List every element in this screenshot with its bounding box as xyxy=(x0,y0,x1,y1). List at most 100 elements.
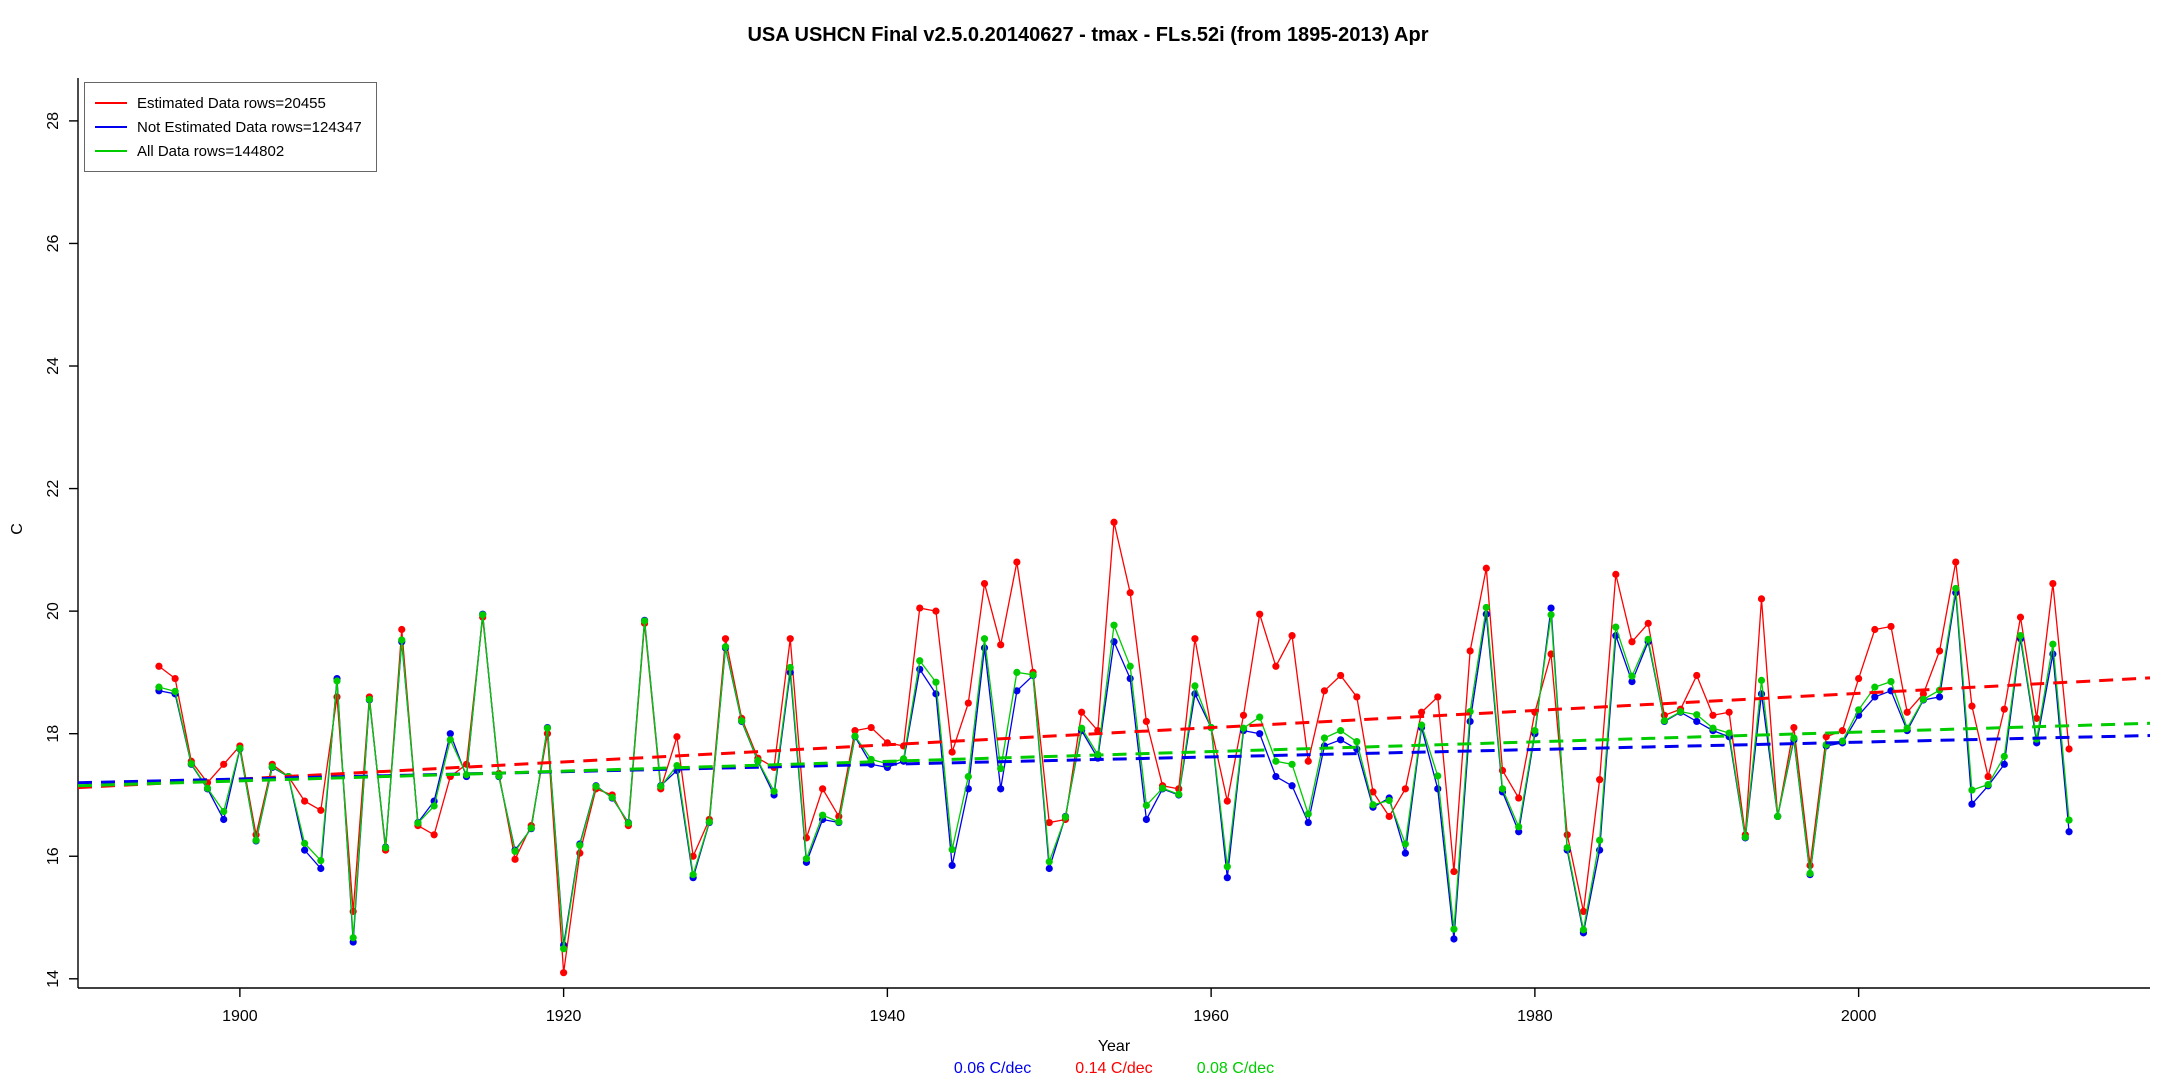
series-point-2 xyxy=(1223,863,1231,871)
series-point-1 xyxy=(916,665,924,673)
series-point-2 xyxy=(1482,603,1490,612)
series-point-0 xyxy=(997,641,1005,649)
x-tick-label: 1960 xyxy=(1193,1008,1229,1025)
legend-item-0: Estimated Data rows=20455 xyxy=(95,91,362,115)
x-axis-title: Year xyxy=(1097,1038,1131,1055)
series-point-2 xyxy=(657,782,665,790)
series-point-0 xyxy=(560,969,568,977)
series-point-0 xyxy=(867,723,875,732)
legend-label: Estimated Data rows=20455 xyxy=(137,94,326,112)
x-tick-label: 1900 xyxy=(222,1008,258,1025)
series-point-2 xyxy=(1547,611,1555,619)
series-point-0 xyxy=(2016,613,2025,621)
series-point-0 xyxy=(1288,632,1296,640)
x-tick-label: 2000 xyxy=(1841,1008,1877,1025)
series-point-1 xyxy=(1142,815,1150,824)
series-point-0 xyxy=(1968,702,1976,710)
series-point-0 xyxy=(980,579,989,588)
series-point-0 xyxy=(1984,772,1992,781)
series-point-0 xyxy=(333,693,341,701)
series-point-2 xyxy=(1871,683,1879,691)
series-point-1 xyxy=(1288,782,1296,790)
series-point-2 xyxy=(689,871,697,879)
series-point-2 xyxy=(997,765,1005,773)
series-point-2 xyxy=(1596,836,1604,844)
series-point-2 xyxy=(543,724,552,732)
y-tick-label: 26 xyxy=(45,234,62,252)
series-point-0 xyxy=(1045,818,1053,827)
series-point-0 xyxy=(1434,693,1442,701)
series-point-0 xyxy=(689,852,697,860)
series-point-0 xyxy=(1353,693,1361,701)
series-point-0 xyxy=(155,662,163,670)
series-point-1 xyxy=(1466,717,1474,726)
series-point-2 xyxy=(1304,810,1312,818)
series-point-2 xyxy=(1693,711,1701,719)
series-point-0 xyxy=(1369,788,1377,796)
x-tick-label: 1940 xyxy=(870,1008,906,1025)
legend-line-sample xyxy=(95,102,127,104)
series-point-2 xyxy=(1417,721,1426,729)
series-point-2 xyxy=(2049,640,2057,648)
series-point-0 xyxy=(1142,717,1150,726)
series-point-2 xyxy=(430,802,438,810)
series-point-2 xyxy=(187,760,195,768)
series-point-1 xyxy=(2065,828,2073,836)
series-point-2 xyxy=(2000,752,2008,760)
series-point-0 xyxy=(1935,647,1944,655)
series-point-2 xyxy=(1531,727,1539,735)
series-point-2 xyxy=(414,819,422,827)
series-line-0 xyxy=(158,522,2070,973)
series-point-0 xyxy=(1110,518,1118,526)
series-point-0 xyxy=(1855,674,1863,683)
series-point-0 xyxy=(1337,671,1345,680)
series-point-2 xyxy=(851,732,859,740)
series-line-1 xyxy=(158,592,2070,946)
series-point-2 xyxy=(1045,858,1053,866)
series-point-0 xyxy=(171,674,179,683)
series-point-2 xyxy=(1288,760,1296,768)
series-point-2 xyxy=(1239,724,1248,732)
series-point-2 xyxy=(1515,823,1523,831)
series-point-0 xyxy=(1482,564,1490,572)
series-point-1 xyxy=(1401,849,1409,857)
series-point-0 xyxy=(786,635,794,643)
rate-label-1: 0.14 C/dec xyxy=(1075,1060,1153,1077)
series-point-0 xyxy=(1450,867,1458,876)
series-point-2 xyxy=(1191,682,1199,690)
series-point-0 xyxy=(1579,907,1588,916)
y-tick-label: 24 xyxy=(45,357,62,375)
series-point-2 xyxy=(1676,708,1685,716)
series-point-0 xyxy=(2033,714,2041,722)
y-axis-title: C xyxy=(9,523,26,535)
trend-rate-labels: 0.06 C/dec 0.14 C/dec 0.08 C/dec xyxy=(0,1060,2176,1078)
series-point-2 xyxy=(899,755,908,763)
rate-label-2: 0.08 C/dec xyxy=(1196,1060,1275,1077)
series-point-2 xyxy=(576,841,584,849)
y-tick-label: 16 xyxy=(45,847,62,865)
series-point-2 xyxy=(1563,844,1571,852)
y-tick-label: 14 xyxy=(45,970,62,988)
series-point-2 xyxy=(381,844,390,852)
series-point-1 xyxy=(446,730,454,738)
series-point-1 xyxy=(1547,604,1555,612)
series-point-0 xyxy=(430,831,438,839)
series-point-2 xyxy=(252,836,260,844)
series-point-0 xyxy=(721,635,730,643)
series-point-2 xyxy=(964,772,972,781)
x-tick-label: 1920 xyxy=(546,1008,582,1025)
legend-line-sample xyxy=(95,126,127,128)
series-point-0 xyxy=(1871,625,1879,634)
series-point-0 xyxy=(1822,733,1830,741)
y-tick-label: 22 xyxy=(45,480,62,498)
series-point-1 xyxy=(948,861,956,870)
series-point-2 xyxy=(2016,632,2025,640)
series-point-2 xyxy=(1029,671,1037,679)
series-point-2 xyxy=(948,845,956,854)
series-point-1 xyxy=(1223,874,1231,882)
series-point-2 xyxy=(333,677,341,685)
legend-item-1: Not Estimated Data rows=124347 xyxy=(95,115,362,139)
series-point-1 xyxy=(1871,693,1879,701)
series-point-0 xyxy=(1078,708,1086,716)
series-point-1 xyxy=(980,644,989,652)
